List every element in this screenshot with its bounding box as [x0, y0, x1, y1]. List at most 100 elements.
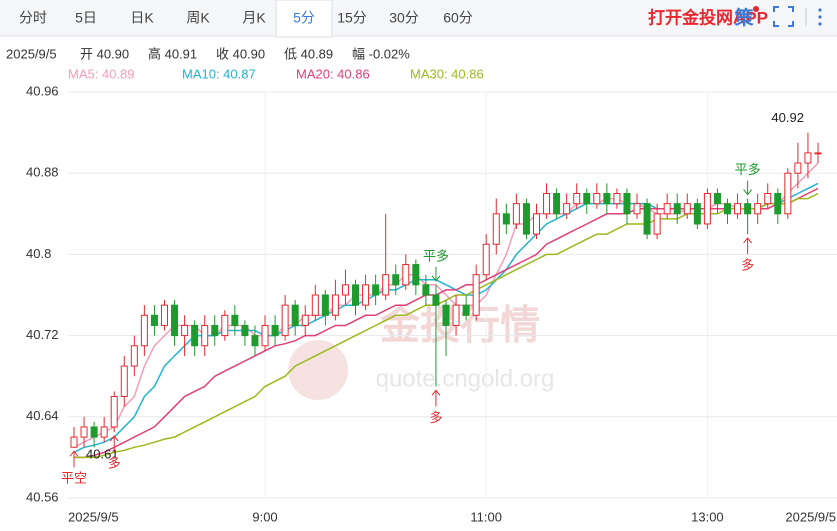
candle-body — [683, 203, 691, 215]
candle-body — [482, 243, 490, 276]
candle-body — [140, 314, 148, 347]
tab[interactable]: 分时 — [19, 10, 47, 26]
signal-arrow — [431, 389, 441, 407]
candle-body — [110, 396, 118, 428]
candle-body — [392, 274, 400, 286]
candle-body — [281, 304, 289, 337]
y-tick-label: 40.64 — [26, 408, 59, 423]
signal-label: 多 — [741, 258, 754, 273]
signal-arrow — [743, 180, 753, 196]
tab[interactable]: 60分 — [443, 10, 473, 26]
y-tick-label: 40.88 — [26, 165, 59, 180]
signal-arrow — [69, 450, 79, 468]
candle-body — [130, 345, 138, 367]
x-tick-label: 11:00 — [470, 509, 502, 524]
candle-body — [402, 264, 410, 286]
candle-body — [673, 203, 681, 215]
signal-label: 平多 — [423, 248, 449, 263]
candle-body — [271, 324, 279, 337]
strategy-icon[interactable]: 策 — [734, 6, 754, 29]
legend-entry: MA20: 40.86 — [296, 66, 370, 81]
signal-label: 多 — [429, 410, 442, 425]
signal-arrow — [431, 266, 441, 282]
candle-body — [502, 213, 510, 225]
candle-body — [713, 193, 721, 205]
candle-body — [553, 193, 561, 215]
candle-body — [422, 284, 430, 296]
signal-label: 多 — [108, 455, 121, 470]
candle-body — [744, 203, 752, 215]
candle-body — [191, 324, 199, 347]
candle-body — [291, 304, 299, 326]
x-tick-label: 2025/9/5 — [68, 509, 119, 524]
candle-body — [764, 193, 772, 205]
fullscreen-icon[interactable] — [773, 6, 794, 27]
candle-body — [774, 193, 782, 215]
tab[interactable]: 月K — [242, 10, 266, 26]
tab[interactable]: 5日 — [75, 10, 97, 26]
candle-body — [301, 314, 309, 326]
candle-body — [623, 193, 631, 215]
candle-body — [251, 335, 259, 347]
candle-body — [171, 304, 179, 337]
candle-body — [512, 203, 520, 225]
candle-body — [311, 294, 319, 316]
app-link[interactable]: 打开金投网APP — [648, 7, 768, 27]
candle-body — [724, 203, 732, 215]
candle-body — [382, 274, 390, 296]
candle-body — [362, 284, 370, 306]
candle-body — [231, 314, 239, 326]
candle-body — [80, 426, 88, 438]
tab[interactable]: 30分 — [389, 10, 419, 26]
candle-body — [100, 426, 108, 438]
candle-body — [492, 213, 500, 245]
candle-body — [693, 203, 701, 225]
quote-field: 高 40.91 — [148, 46, 197, 61]
legend-entry: MA10: 40.87 — [182, 66, 256, 81]
watermark-logo — [288, 340, 348, 400]
watermark: quote.cngold.org — [376, 365, 555, 392]
min-label: 40.61 — [86, 447, 119, 462]
quote-field: 开 40.90 — [80, 46, 129, 61]
menu-dot — [818, 15, 822, 19]
candle-body — [341, 284, 349, 296]
signal-arrow — [743, 237, 753, 255]
candle-body — [452, 304, 460, 326]
candle-body — [613, 193, 621, 205]
candle-body — [432, 294, 440, 306]
candle-body — [181, 324, 189, 337]
max-label: 40.92 — [771, 110, 804, 125]
tab[interactable]: 15分 — [337, 10, 367, 26]
tab[interactable]: 周K — [186, 10, 210, 26]
candle-body — [462, 304, 470, 316]
candle-body — [221, 314, 229, 337]
candle-body — [593, 193, 601, 205]
candle-body — [653, 213, 661, 235]
candle-body — [754, 203, 762, 215]
tab[interactable]: 日K — [130, 10, 154, 26]
candle-body — [543, 193, 551, 215]
tab[interactable]: 5分 — [293, 10, 315, 26]
candle-body — [573, 193, 581, 205]
signal-label: 平空 — [61, 471, 87, 486]
quote-field: 低 40.89 — [284, 46, 333, 61]
candle-body — [120, 365, 128, 397]
x-tick-label: 2025/9/5 — [785, 509, 836, 524]
badge — [753, 6, 759, 12]
legend-entry: MA5: 40.89 — [68, 66, 135, 81]
candle-body — [90, 426, 98, 438]
candle-body — [563, 203, 571, 215]
candle-body — [734, 203, 742, 215]
menu-dot — [818, 22, 822, 26]
candle-body — [703, 193, 711, 225]
y-tick-label: 40.56 — [26, 489, 59, 504]
candle-body — [472, 274, 480, 316]
candle-body — [532, 213, 540, 235]
candle-body — [804, 152, 812, 164]
menu-dot[interactable] — [818, 8, 822, 12]
candle-body — [372, 284, 380, 296]
x-tick-label: 13:00 — [691, 509, 724, 524]
candle-body — [70, 436, 78, 448]
candle-body — [643, 203, 651, 235]
